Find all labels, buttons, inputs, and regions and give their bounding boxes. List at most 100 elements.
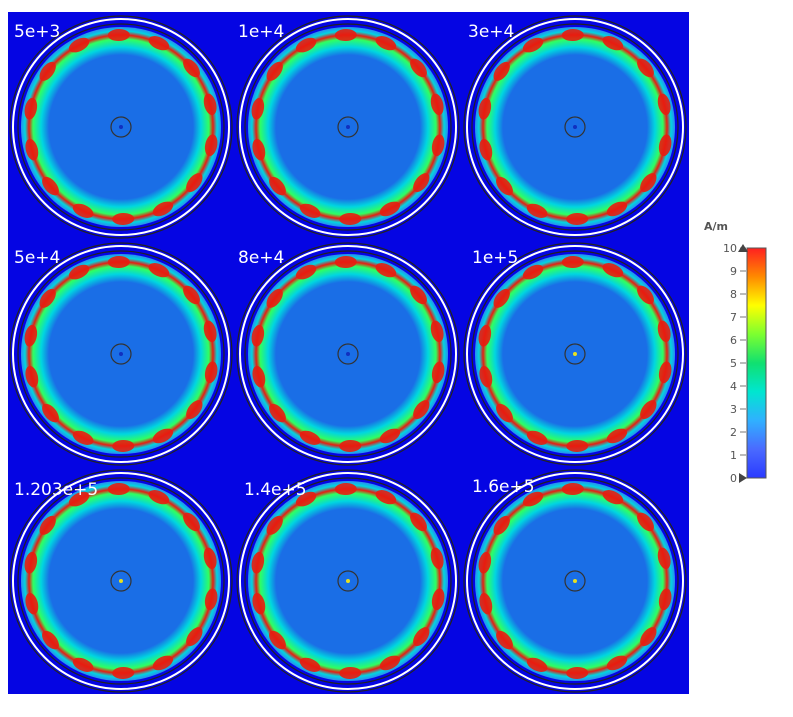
hot-spot	[640, 400, 657, 420]
rim-ring	[466, 18, 684, 236]
hot-spot	[148, 36, 170, 51]
hot-spot	[413, 173, 430, 193]
hot-spot	[42, 630, 59, 650]
hot-spot	[204, 588, 218, 611]
hot-spot	[637, 512, 654, 532]
hot-spot	[299, 203, 321, 218]
rim-ring	[463, 242, 687, 466]
hot-spot	[430, 320, 444, 343]
panel-label-4: 5e+4	[14, 248, 61, 268]
colorbar-tick-label: 7	[730, 311, 737, 324]
hot-spot	[148, 263, 170, 278]
hot-spot	[299, 430, 321, 445]
hot-spot	[107, 29, 130, 42]
hot-spot	[606, 428, 628, 444]
hot-spot	[602, 263, 624, 278]
hot-spot	[375, 490, 397, 505]
hot-spot	[112, 666, 135, 679]
rim-ring	[17, 250, 225, 458]
hot-spot	[203, 93, 217, 116]
panel-label-3: 3e+4	[468, 22, 515, 42]
hot-spot	[39, 515, 56, 535]
rim-ring	[9, 242, 233, 466]
hot-spot	[68, 264, 90, 280]
hot-spot	[602, 36, 624, 51]
hot-spot	[479, 365, 493, 388]
hot-spot	[526, 430, 548, 445]
hot-spot	[39, 288, 56, 308]
hot-spot	[602, 490, 624, 505]
colorbar-tick-label: 2	[730, 426, 737, 439]
hot-spot	[68, 491, 90, 507]
hot-spot	[269, 630, 286, 650]
hot-spot	[430, 93, 444, 116]
center-conductor	[110, 570, 132, 592]
hot-spot	[251, 551, 265, 574]
hot-spot	[566, 666, 589, 679]
field-panel-1	[9, 15, 233, 239]
hot-spot	[522, 37, 544, 53]
hot-spot	[496, 630, 513, 650]
hot-spot	[72, 430, 94, 445]
hot-spot	[375, 36, 397, 51]
hot-spot	[107, 483, 130, 496]
hot-spot	[493, 288, 510, 308]
center-conductor	[564, 343, 586, 365]
hot-spot	[183, 285, 200, 305]
hot-spot	[637, 58, 654, 78]
hot-spot	[252, 592, 266, 615]
rim-ring	[236, 469, 460, 693]
hot-spot	[493, 515, 510, 535]
center-conductor	[337, 570, 359, 592]
hot-spot	[251, 324, 265, 347]
hot-spot	[640, 173, 657, 193]
rim-ring	[17, 23, 225, 231]
center-conductor	[337, 343, 359, 365]
field-panel-7	[9, 469, 233, 693]
hot-spot	[204, 134, 218, 157]
hot-spot	[478, 97, 492, 120]
hot-spot	[152, 428, 174, 444]
center-conductor	[110, 116, 132, 138]
center-dot	[346, 352, 350, 356]
rim-ring	[244, 250, 452, 458]
hot-spot	[493, 61, 510, 81]
center-conductor	[110, 343, 132, 365]
hot-spot	[183, 512, 200, 532]
hot-spot	[479, 592, 493, 615]
rim-ring	[12, 472, 230, 690]
hot-spot	[152, 201, 174, 217]
hot-spot	[72, 657, 94, 672]
hot-spot	[334, 483, 357, 496]
rim-ring	[466, 472, 684, 690]
hot-spot	[186, 173, 203, 193]
hot-spot	[25, 365, 39, 388]
center-dot	[119, 352, 123, 356]
hot-spot	[266, 61, 283, 81]
rim-ring	[471, 250, 679, 458]
hot-spot	[379, 201, 401, 217]
hot-spot	[410, 285, 427, 305]
hot-spot	[526, 203, 548, 218]
rim-ring	[239, 245, 457, 463]
rim-ring	[9, 15, 233, 239]
rim-ring	[236, 15, 460, 239]
hot-spot	[186, 400, 203, 420]
hot-spot	[657, 93, 671, 116]
hot-spot	[251, 97, 265, 120]
hot-spot	[410, 512, 427, 532]
hot-spot	[379, 428, 401, 444]
hot-spot	[339, 439, 362, 452]
rim-ring	[236, 242, 460, 466]
colorbar-tick-label: 8	[730, 288, 737, 301]
hot-spot	[658, 361, 672, 384]
colorbar-tick-label: 0	[730, 472, 737, 485]
field-panel-4	[9, 242, 233, 466]
hot-spot	[334, 256, 357, 269]
rim-ring	[466, 245, 684, 463]
hot-spot	[204, 361, 218, 384]
center-dot	[573, 125, 577, 129]
hot-spot	[522, 491, 544, 507]
colorbar-tick-label: 1	[730, 449, 737, 462]
hot-spot	[637, 285, 654, 305]
